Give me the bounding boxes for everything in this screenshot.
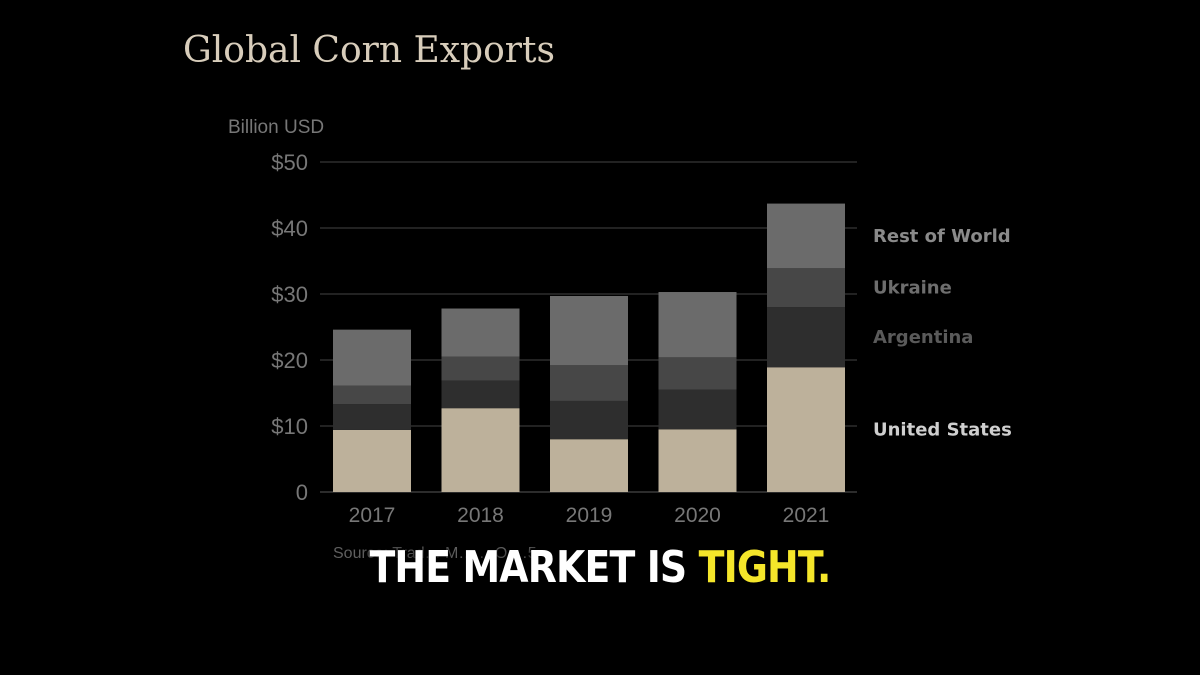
y-tick-label: $40 xyxy=(271,216,308,241)
bar-segment-argentina xyxy=(441,380,520,409)
y-tick-label: $10 xyxy=(271,414,308,439)
bar-segment-rest-of-world xyxy=(550,295,628,366)
bar-segment-united-states xyxy=(333,429,411,492)
bar-segment-ukraine xyxy=(441,356,520,381)
x-ticks: 2017 2018 2019 2020 2021 xyxy=(349,504,830,527)
bar-segment-rest-of-world xyxy=(658,292,737,358)
y-tick-label: $50 xyxy=(271,150,308,175)
x-tick-label: 2020 xyxy=(674,504,721,527)
bar-segment-united-states xyxy=(441,408,520,492)
y-ticks: 0 $10 $20 $30 $40 $50 xyxy=(271,150,308,505)
legend-label: Rest of World xyxy=(873,226,1011,247)
bar-segment-united-states xyxy=(767,367,845,492)
bar-segment-argentina xyxy=(333,404,411,430)
bar-segment-argentina xyxy=(767,307,845,368)
x-tick-label: 2019 xyxy=(566,504,613,527)
legend-label: Argentina xyxy=(873,327,973,348)
legend-label: United States xyxy=(873,420,1012,441)
caption-text: THE MARKET IS xyxy=(369,542,687,593)
bar-segment-ukraine xyxy=(767,268,845,308)
bar-segment-ukraine xyxy=(333,385,411,405)
y-tick-label: $20 xyxy=(271,348,308,373)
legend-label: Ukraine xyxy=(873,278,952,299)
legend: United States Argentina Ukraine Rest of Wor… xyxy=(873,226,1012,441)
subtitle-caption: THE MARKET IS TIGHT. xyxy=(84,538,1116,598)
bar-segment-ukraine xyxy=(658,357,737,390)
bars xyxy=(333,203,845,492)
bar-segment-rest-of-world xyxy=(441,308,520,357)
bar-segment-united-states xyxy=(550,439,628,492)
bar-segment-argentina xyxy=(550,400,628,440)
bar-segment-ukraine xyxy=(550,365,628,401)
bar-segment-rest-of-world xyxy=(767,203,845,269)
x-tick-label: 2018 xyxy=(457,504,504,527)
y-tick-label: 0 xyxy=(296,480,308,505)
x-tick-label: 2021 xyxy=(783,504,830,527)
bar-segment-united-states xyxy=(658,429,737,492)
y-axis-label: Billion USD xyxy=(228,117,324,138)
caption-highlight: TIGHT. xyxy=(698,542,832,593)
x-tick-label: 2017 xyxy=(349,504,396,527)
bar-segment-argentina xyxy=(658,389,737,430)
y-tick-label: $30 xyxy=(271,282,308,307)
chart-title: Global Corn Exports xyxy=(183,30,555,71)
source-note: Source: Trad… M… …O …5 xyxy=(333,545,537,562)
bar-segment-rest-of-world xyxy=(333,329,411,386)
